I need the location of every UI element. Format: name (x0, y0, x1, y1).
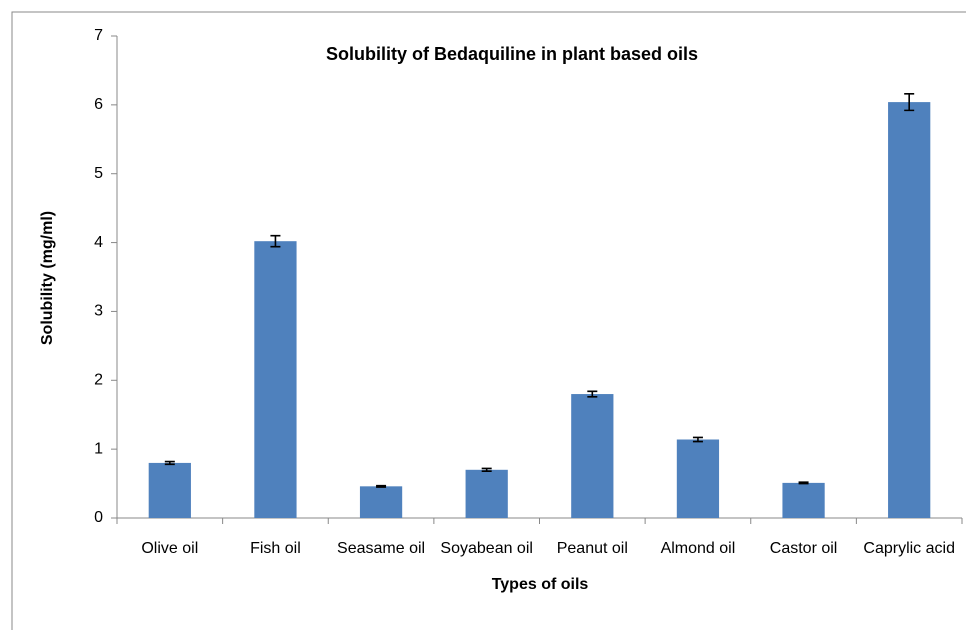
y-tick-label: 3 (94, 303, 103, 320)
bar (359, 486, 403, 518)
error-bar (376, 484, 387, 488)
x-tick-label: Caprylic acid (863, 540, 955, 557)
y-tick-label: 7 (94, 27, 103, 44)
error-bar (692, 436, 703, 443)
bar (465, 469, 508, 518)
error-bar (904, 93, 915, 112)
x-axis-label: Types of oils (492, 576, 589, 593)
y-tick-label: 0 (94, 509, 103, 526)
y-tick-label: 2 (94, 372, 103, 389)
y-tick-label: 6 (94, 96, 103, 113)
bar (782, 482, 825, 518)
x-tick-label: Peanut oil (557, 540, 628, 557)
bar (148, 462, 191, 518)
error-bar (587, 390, 598, 398)
x-tick-label: Almond oil (661, 540, 736, 557)
chart-title: Solubility of Bedaquiline in plant based… (326, 44, 698, 64)
x-tick-label: Soyabean oil (440, 540, 533, 557)
x-tick-label: Fish oil (250, 540, 301, 557)
error-bar (164, 460, 175, 466)
error-bar (481, 467, 492, 472)
x-tick-label: Castor oil (770, 540, 838, 557)
chart-frame (11, 11, 966, 630)
x-tick-label: Olive oil (141, 540, 198, 557)
y-tick-label: 5 (94, 165, 103, 182)
error-bar (798, 481, 809, 485)
y-axis-label: Solubility (mg/ml) (39, 211, 56, 345)
bar (676, 439, 720, 518)
bar (254, 241, 297, 519)
error-bar (270, 234, 281, 248)
y-tick-label: 4 (94, 234, 103, 251)
x-tick-label: Seasame oil (337, 540, 425, 557)
bar (888, 102, 931, 519)
y-tick-label: 1 (94, 440, 103, 457)
bar (571, 394, 614, 518)
